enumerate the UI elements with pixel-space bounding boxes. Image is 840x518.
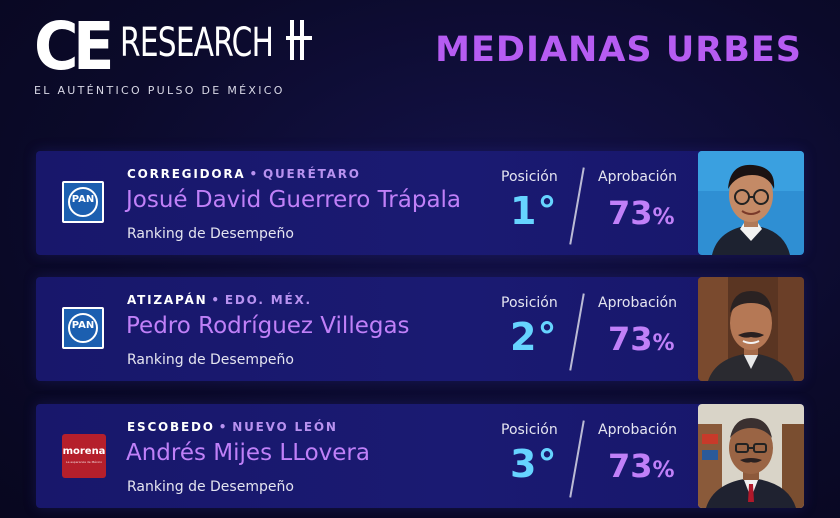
ranking-card: PAN ATIZAPÁN • EDO. MÉX. Pedro Rodríguez V… [36,277,804,381]
state: NUEVO LEÓN [232,420,338,434]
city: ATIZAPÁN [127,293,208,307]
approval-value: 73% [608,194,675,232]
party-logo-sublabel: La esperanza de México [65,460,103,464]
official-name: Pedro Rodríguez Villegas [126,313,410,339]
party-logo-label: PAN [71,320,95,331]
page-title: MEDIANAS URBES [435,30,802,70]
approval-label: Aprobación [598,169,677,185]
position-value: 2° [510,315,558,359]
ranking-label: Ranking de Desempeño [127,479,294,495]
logo-plus-icon [286,20,312,60]
approval-value: 73% [608,320,675,358]
portrait-photo [698,151,804,255]
ranking-label: Ranking de Desempeño [127,226,294,242]
approval-value: 73% [608,447,675,485]
official-name: Josué David Guerrero Trápala [126,187,462,213]
pan-party-logo-icon: PAN [62,181,104,223]
state: QUERÉTARO [262,167,361,181]
position-value: 3° [510,442,558,486]
divider [569,167,585,245]
morena-party-logo-icon: morena La esperanza de México [62,434,106,478]
city: ESCOBEDO [127,420,215,434]
location: ATIZAPÁN • EDO. MÉX. [127,293,312,307]
portrait-photo [698,404,804,508]
location: ESCOBEDO • NUEVO LEÓN [127,420,338,434]
party-logo-label: PAN [71,194,95,205]
position-value: 1° [510,189,558,233]
logo-ce: CE [34,8,114,85]
ranking-label: Ranking de Desempeño [127,352,294,368]
official-name: Andrés Mijes LLovera [126,440,370,466]
pan-party-logo-icon: PAN [62,307,104,349]
ranking-card: PAN CORREGIDORA • QUERÉTARO Josué David Gu… [36,151,804,255]
divider [569,293,585,371]
approval-label: Aprobación [598,295,677,311]
portrait-photo [698,277,804,381]
location: CORREGIDORA • QUERÉTARO [127,167,361,181]
brand-tagline: EL AUTÉNTICO PULSO DE MÉXICO [34,84,285,97]
brand-logo: CE RESEARCH [34,8,312,98]
party-logo-label: morena [62,446,106,457]
position-label: Posición [501,169,558,185]
approval-label: Aprobación [598,422,677,438]
ranking-card: morena La esperanza de México ESCOBEDO • N… [36,404,804,508]
position-label: Posición [501,295,558,311]
logo-research: RESEARCH [120,20,274,66]
state: EDO. MÉX. [224,293,312,307]
divider [569,420,585,498]
position-label: Posición [501,422,558,438]
city: CORREGIDORA [127,167,246,181]
